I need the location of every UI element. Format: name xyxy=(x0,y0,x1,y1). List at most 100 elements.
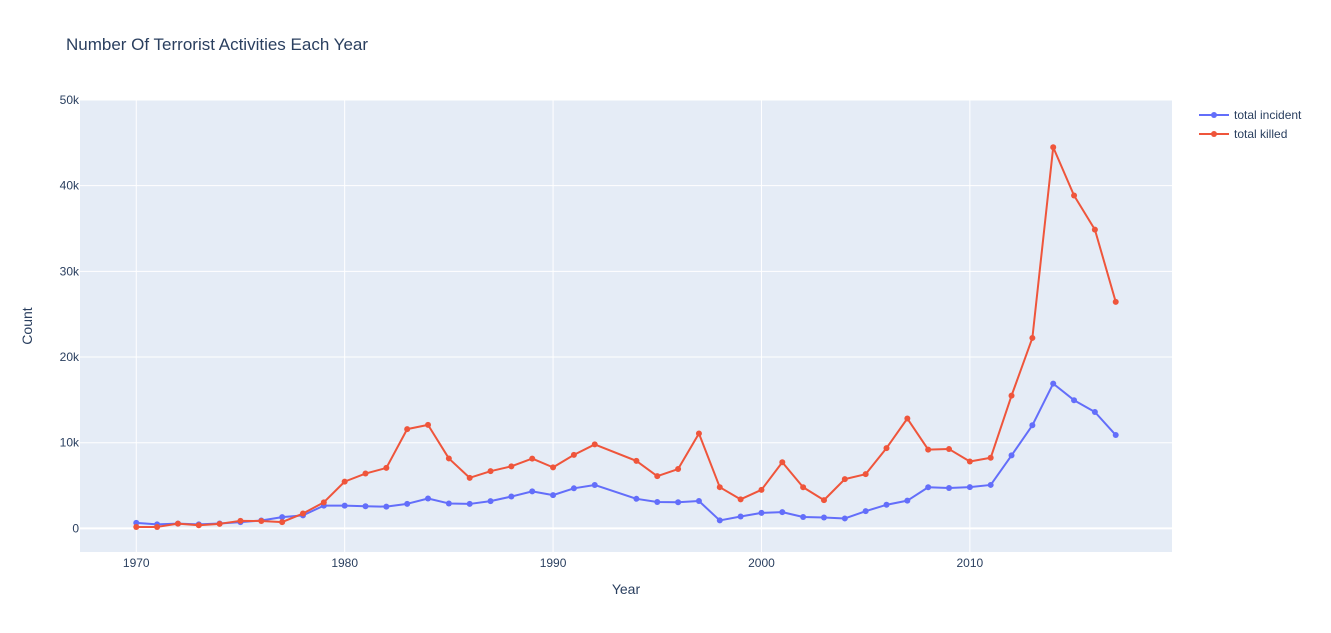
data-point-total-incident[interactable] xyxy=(966,484,973,491)
data-point-total-killed[interactable] xyxy=(758,486,765,493)
data-point-total-incident[interactable] xyxy=(1112,432,1119,439)
data-point-total-incident[interactable] xyxy=(633,495,640,502)
chart-title: Number Of Terrorist Activities Each Year xyxy=(66,35,368,54)
data-point-total-killed[interactable] xyxy=(1112,298,1119,305)
data-point-total-killed[interactable] xyxy=(487,468,494,475)
data-point-total-killed[interactable] xyxy=(466,474,473,481)
data-point-total-killed[interactable] xyxy=(862,471,869,478)
data-point-total-incident[interactable] xyxy=(1029,422,1036,429)
legend-swatch-marker xyxy=(1211,112,1217,118)
data-point-total-incident[interactable] xyxy=(779,509,786,516)
data-point-total-incident[interactable] xyxy=(341,502,348,509)
data-point-total-killed[interactable] xyxy=(445,455,452,462)
data-point-total-killed[interactable] xyxy=(550,464,557,471)
data-point-total-incident[interactable] xyxy=(737,513,744,520)
data-point-total-killed[interactable] xyxy=(320,499,327,506)
data-point-total-killed[interactable] xyxy=(237,517,244,524)
data-point-total-incident[interactable] xyxy=(425,495,432,502)
legend-label: total killed xyxy=(1234,127,1287,141)
legend-item-total-incident[interactable]: total incident xyxy=(1199,108,1302,122)
data-point-total-incident[interactable] xyxy=(404,500,411,507)
data-point-total-incident[interactable] xyxy=(487,498,494,505)
legend-item-total-killed[interactable]: total killed xyxy=(1199,127,1287,141)
data-point-total-killed[interactable] xyxy=(779,459,786,466)
x-gridlines xyxy=(135,100,971,552)
data-point-total-incident[interactable] xyxy=(820,514,827,521)
x-tick-label: 2000 xyxy=(748,556,775,570)
data-point-total-killed[interactable] xyxy=(716,484,723,491)
data-point-total-incident[interactable] xyxy=(675,499,682,506)
data-point-total-killed[interactable] xyxy=(341,478,348,485)
plot-area xyxy=(80,100,1172,552)
data-point-total-killed[interactable] xyxy=(258,518,265,524)
data-point-total-incident[interactable] xyxy=(362,503,369,510)
data-point-total-incident[interactable] xyxy=(1050,380,1057,387)
data-point-total-incident[interactable] xyxy=(1008,452,1015,459)
data-point-total-killed[interactable] xyxy=(820,497,827,504)
data-point-total-incident[interactable] xyxy=(529,488,536,495)
data-point-total-killed[interactable] xyxy=(1008,392,1015,399)
data-point-total-killed[interactable] xyxy=(299,510,306,517)
data-point-total-killed[interactable] xyxy=(800,484,807,491)
data-point-total-killed[interactable] xyxy=(1091,226,1098,233)
data-point-total-killed[interactable] xyxy=(362,470,369,477)
series-layer xyxy=(133,144,1119,530)
data-point-total-incident[interactable] xyxy=(883,501,890,508)
data-point-total-killed[interactable] xyxy=(133,523,140,530)
data-point-total-killed[interactable] xyxy=(904,415,911,422)
data-point-total-killed[interactable] xyxy=(1071,192,1078,199)
data-point-total-killed[interactable] xyxy=(737,496,744,503)
data-point-total-incident[interactable] xyxy=(904,497,911,504)
data-point-total-incident[interactable] xyxy=(279,514,286,521)
data-point-total-killed[interactable] xyxy=(591,441,598,448)
data-point-total-killed[interactable] xyxy=(279,519,286,526)
y-axis-title: Count xyxy=(19,307,35,344)
data-point-total-killed[interactable] xyxy=(675,466,682,473)
data-point-total-killed[interactable] xyxy=(633,457,640,464)
data-point-total-killed[interactable] xyxy=(883,445,890,452)
data-point-total-killed[interactable] xyxy=(946,446,953,453)
data-point-total-incident[interactable] xyxy=(466,500,473,507)
data-point-total-killed[interactable] xyxy=(425,421,432,428)
data-point-total-killed[interactable] xyxy=(695,430,702,437)
data-point-total-killed[interactable] xyxy=(654,473,661,480)
data-point-total-incident[interactable] xyxy=(1091,409,1098,416)
data-point-total-incident[interactable] xyxy=(445,500,452,507)
data-point-total-killed[interactable] xyxy=(383,464,390,471)
data-point-total-killed[interactable] xyxy=(966,458,973,465)
data-point-total-killed[interactable] xyxy=(1050,144,1057,151)
data-point-total-incident[interactable] xyxy=(758,509,765,516)
data-point-total-killed[interactable] xyxy=(570,451,577,458)
data-point-total-killed[interactable] xyxy=(216,520,223,527)
data-point-total-killed[interactable] xyxy=(841,476,848,483)
data-point-total-killed[interactable] xyxy=(195,522,202,529)
data-point-total-incident[interactable] xyxy=(383,503,390,510)
legend[interactable]: total incident total killed xyxy=(1199,108,1302,141)
data-point-total-incident[interactable] xyxy=(716,517,723,524)
data-point-total-killed[interactable] xyxy=(925,446,932,453)
x-axis-title: Year xyxy=(612,581,641,597)
data-point-total-killed[interactable] xyxy=(529,455,536,462)
data-point-total-killed[interactable] xyxy=(404,426,411,433)
data-point-total-incident[interactable] xyxy=(591,481,598,488)
series-total-killed xyxy=(133,144,1119,530)
data-point-total-killed[interactable] xyxy=(1029,334,1036,341)
data-point-total-incident[interactable] xyxy=(925,484,932,491)
data-point-total-killed[interactable] xyxy=(154,523,161,530)
data-point-total-killed[interactable] xyxy=(987,454,994,461)
data-point-total-incident[interactable] xyxy=(987,481,994,488)
data-point-total-incident[interactable] xyxy=(862,508,869,515)
data-point-total-incident[interactable] xyxy=(800,514,807,521)
data-point-total-incident[interactable] xyxy=(695,498,702,505)
y-tick-label: 10k xyxy=(60,436,80,450)
legend-label: total incident xyxy=(1234,108,1302,122)
data-point-total-incident[interactable] xyxy=(550,492,557,499)
data-point-total-killed[interactable] xyxy=(508,463,515,470)
data-point-total-incident[interactable] xyxy=(1071,397,1078,404)
data-point-total-incident[interactable] xyxy=(841,515,848,522)
data-point-total-incident[interactable] xyxy=(570,485,577,492)
data-point-total-killed[interactable] xyxy=(174,520,181,527)
data-point-total-incident[interactable] xyxy=(654,499,661,506)
data-point-total-incident[interactable] xyxy=(508,493,515,500)
data-point-total-incident[interactable] xyxy=(946,484,953,491)
